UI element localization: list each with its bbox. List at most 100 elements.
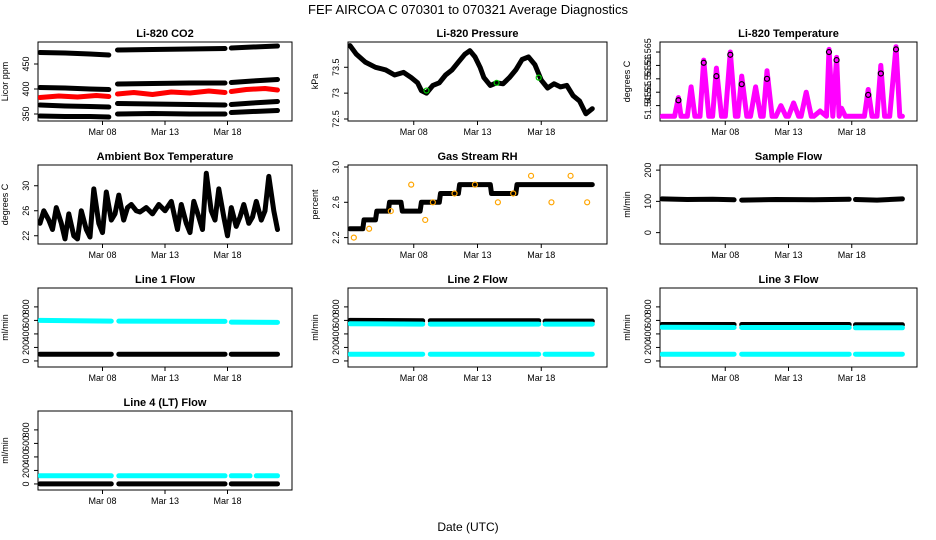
series-sample [38, 93, 112, 100]
panel-5: Gas Stream RH percent 2.2 2.6 3.0 Mar 08 Mar 1… [310, 151, 608, 260]
y-axis-label: kPa [310, 74, 320, 90]
point-flagged [423, 87, 430, 94]
y-tick-label: 51.55 [643, 81, 653, 104]
x-tick-label: Mar 13 [774, 373, 802, 383]
point-rh-orange [422, 216, 429, 224]
point-temp-black [700, 59, 707, 66]
point-rh-orange [548, 199, 555, 206]
panel-6: Sample Flow ml/min 0 100 200 Mar 08 Mar 13 Mar … [622, 151, 918, 260]
x-tick-label: Mar 13 [463, 373, 491, 383]
y-tick-label: 0 [643, 358, 653, 363]
y-tick-label: 800 [643, 299, 653, 314]
x-tick-label: Mar 08 [88, 373, 116, 383]
x-tick-label: Mar 13 [774, 250, 802, 260]
series-group [38, 170, 280, 242]
point-rh-orange [527, 172, 535, 179]
point-rh-orange [350, 234, 357, 241]
series-lower [228, 108, 280, 115]
series-group [348, 317, 595, 357]
y-tick-label: 73 [331, 88, 341, 98]
point-rh-orange [471, 181, 479, 188]
y-tick-label: 51.555 [643, 65, 653, 93]
x-tick-label: Mar 18 [213, 373, 241, 383]
plot-frame [659, 164, 918, 245]
y-axis-label: ml/min [0, 314, 10, 341]
point-rh-orange [366, 225, 373, 232]
point-temp-black [892, 46, 900, 53]
x-tick-label: Mar 08 [88, 127, 116, 137]
series-lower-mid [228, 99, 280, 107]
y-tick-label: 400 [21, 326, 31, 341]
point-flagged [493, 79, 500, 86]
series-lower-mid [38, 102, 112, 110]
x-tick-label: Mar 18 [838, 127, 866, 137]
x-tick-label: Mar 08 [711, 250, 739, 260]
x-tick-label: Mar 08 [88, 496, 116, 506]
x-tick-label: Mar 13 [151, 373, 179, 383]
series-lower [115, 111, 228, 117]
point-flagged [535, 74, 542, 81]
panel-title: Line 3 Flow [759, 274, 819, 286]
panel-title: Line 1 Flow [135, 274, 195, 286]
x-tick-label: Mar 18 [527, 250, 555, 260]
series-lower [38, 113, 112, 120]
panel-title: Line 4 (LT) Flow [124, 397, 207, 409]
x-tick-label: Mar 08 [711, 373, 739, 383]
panel-4: Ambient Box Temperature degrees C 22 26 30 Ma… [0, 151, 293, 260]
x-tick-label: Mar 18 [213, 250, 241, 260]
x-tick-label: Mar 08 [88, 250, 116, 260]
point-temp-black [713, 73, 720, 80]
x-tick-label: Mar 18 [213, 127, 241, 137]
y-axis-label: ml/min [0, 437, 10, 464]
point-rh-orange [494, 199, 501, 206]
panel-title: Ambient Box Temperature [97, 151, 234, 163]
y-tick-label: 400 [643, 326, 653, 341]
y-tick-label: 3.0 [331, 161, 341, 174]
x-tick-label: Mar 13 [774, 127, 802, 137]
series-temp [660, 44, 905, 119]
panel-title: Line 2 Flow [448, 274, 508, 286]
x-tick-label: Mar 18 [838, 250, 866, 260]
point-temp-black [877, 70, 884, 77]
point-temp-black [738, 81, 745, 88]
series-group [660, 196, 905, 203]
y-tick-label: 350 [21, 106, 31, 121]
y-tick-label: 600 [21, 313, 31, 328]
panel-2: Li-820 Pressure kPa 72.5 73 73.5 Mar 08 Mar 13… [310, 28, 608, 137]
y-tick-label: 200 [21, 340, 31, 355]
y-tick-label: 450 [21, 56, 31, 71]
point-rh-orange [451, 190, 458, 197]
panel-title: Sample Flow [755, 151, 823, 163]
series-upper-mid [38, 85, 112, 92]
point-temp-black [675, 97, 682, 104]
panel-title: Li-820 Temperature [738, 28, 839, 40]
y-axis-label: Licor ppm [0, 62, 10, 102]
x-tick-label: Mar 13 [151, 127, 179, 137]
series-upper [38, 50, 112, 58]
y-tick-label: 200 [331, 340, 341, 355]
y-tick-label: 26 [21, 206, 31, 216]
y-tick-label: 51.565 [643, 38, 653, 66]
series-sample [228, 86, 280, 94]
y-axis-label: degrees C [0, 183, 10, 225]
panel-title: Li-820 Pressure [437, 28, 519, 40]
y-axis-label: ml/min [310, 314, 320, 341]
series-group [38, 473, 280, 487]
series-group [660, 322, 905, 357]
y-tick-label: 800 [331, 299, 341, 314]
y-tick-label: 800 [21, 422, 31, 437]
x-tick-label: Mar 18 [838, 373, 866, 383]
y-tick-label: 0 [21, 481, 31, 486]
series-sample-flow [853, 196, 905, 203]
x-tick-label: Mar 18 [527, 127, 555, 137]
series-pressure [348, 43, 595, 117]
y-axis-label: ml/min [622, 191, 632, 218]
x-tick-label: Mar 13 [463, 250, 491, 260]
point-temp-black [763, 75, 771, 82]
series-group [38, 317, 280, 357]
